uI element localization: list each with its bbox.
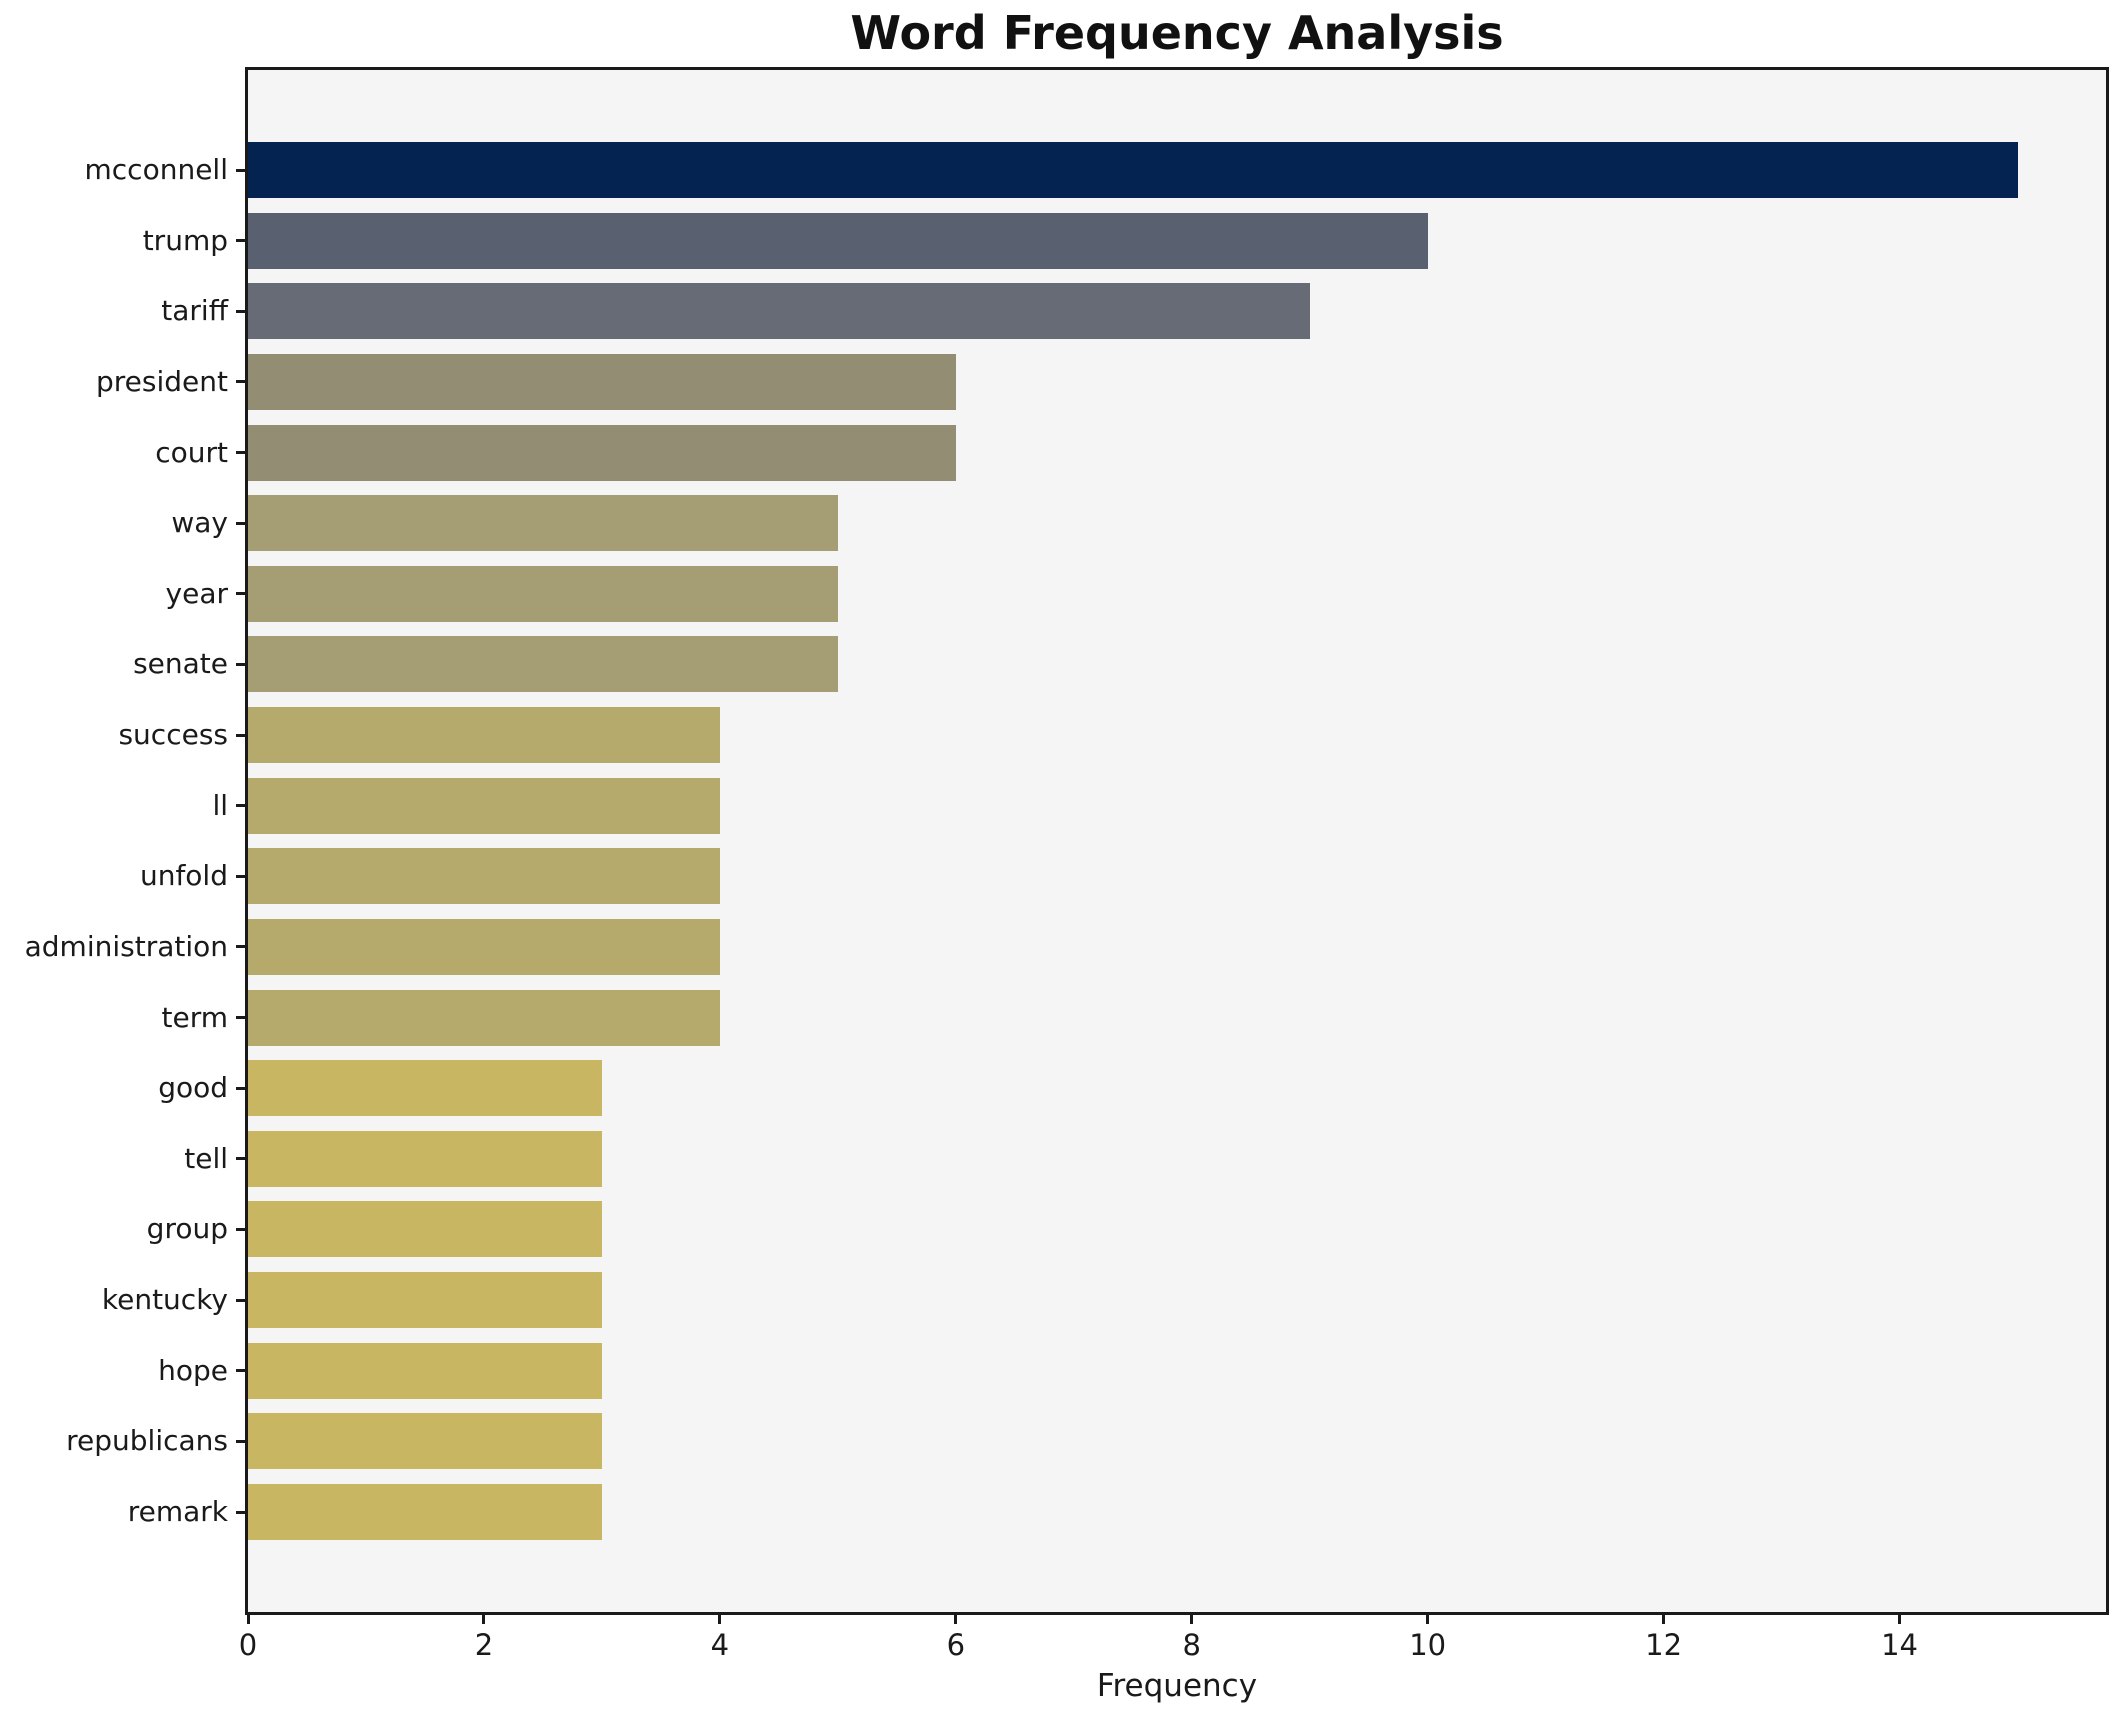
y-axis-label-kentucky: kentucky: [101, 1283, 228, 1317]
y-tick-mark: [236, 1510, 246, 1514]
y-tick-mark: [236, 168, 246, 172]
y-axis-label-court: court: [155, 435, 228, 469]
bar-ll: [248, 777, 720, 834]
y-axis-label-trump: trump: [142, 223, 228, 257]
x-tick-label-2: 2: [474, 1628, 494, 1662]
bar-year: [248, 565, 838, 622]
y-axis-label-republicans: republicans: [66, 1424, 228, 1458]
x-tick-label-8: 8: [1182, 1628, 1201, 1662]
y-tick-mark: [236, 1298, 246, 1302]
x-tick-mark: [482, 1612, 486, 1624]
x-tick-mark: [1662, 1612, 1666, 1624]
y-axis-label-unfold: unfold: [139, 859, 228, 893]
x-tick-mark: [718, 1612, 722, 1624]
bar-way: [248, 495, 838, 552]
y-tick-mark: [236, 1439, 246, 1443]
x-axis-title: Frequency: [1096, 1668, 1258, 1704]
bar-senate: [248, 636, 838, 693]
y-axis-label-hope: hope: [158, 1353, 228, 1387]
y-tick-mark: [236, 1369, 246, 1373]
y-axis-label-senate: senate: [133, 647, 228, 681]
x-tick-mark: [1426, 1612, 1430, 1624]
y-axis-label-way: way: [171, 506, 228, 540]
y-axis-label-success: success: [118, 718, 228, 752]
bar-unfold: [248, 848, 720, 905]
y-tick-mark: [236, 804, 246, 808]
y-tick-mark: [236, 380, 246, 384]
y-tick-mark: [236, 662, 246, 666]
y-tick-mark: [236, 309, 246, 313]
bar-republicans: [248, 1413, 602, 1470]
y-axis-label-group: group: [146, 1212, 228, 1246]
y-axis-label-tell: tell: [184, 1141, 228, 1175]
y-axis-label-ll: ll: [212, 788, 228, 822]
y-tick-mark: [236, 1227, 246, 1231]
y-axis-label-administration: administration: [24, 929, 228, 963]
x-tick-mark: [246, 1612, 250, 1624]
bar-group: [248, 1201, 602, 1258]
x-tick-mark: [954, 1612, 958, 1624]
bar-tariff: [248, 283, 1310, 340]
y-tick-mark: [236, 521, 246, 525]
bar-hope: [248, 1342, 602, 1399]
bar-trump: [248, 212, 1428, 269]
y-tick-mark: [236, 945, 246, 949]
y-tick-mark: [236, 451, 246, 455]
y-tick-mark: [236, 1086, 246, 1090]
y-axis-label-remark: remark: [127, 1495, 228, 1528]
y-axis-label-mcconnell: mcconnell: [84, 153, 228, 186]
x-tick-mark: [1898, 1612, 1902, 1624]
y-tick-mark: [236, 239, 246, 243]
bar-administration: [248, 918, 720, 975]
bar-remark: [248, 1484, 602, 1540]
x-tick-label-6: 6: [946, 1628, 966, 1662]
y-axis-label-good: good: [158, 1071, 228, 1105]
y-axis-label-year: year: [165, 576, 228, 610]
bar-term: [248, 989, 720, 1046]
bar-mcconnell: [248, 142, 2018, 198]
y-tick-mark: [236, 1016, 246, 1020]
y-axis-label-president: president: [96, 364, 228, 398]
bar-court: [248, 424, 956, 481]
chart-title: Word Frequency Analysis: [850, 6, 1504, 60]
y-tick-mark: [236, 874, 246, 878]
bar-kentucky: [248, 1272, 602, 1329]
x-tick-mark: [1190, 1612, 1194, 1624]
plot-area: [245, 67, 2109, 1615]
x-tick-label-0: 0: [238, 1628, 258, 1662]
x-tick-label-12: 12: [1645, 1628, 1683, 1662]
y-axis-label-tariff: tariff: [161, 294, 228, 328]
x-tick-label-10: 10: [1409, 1628, 1447, 1662]
bar-good: [248, 1060, 602, 1117]
bar-president: [248, 353, 956, 410]
y-tick-mark: [236, 733, 246, 737]
y-axis-label-term: term: [161, 1000, 229, 1034]
x-tick-label-4: 4: [710, 1628, 730, 1662]
bar-success: [248, 707, 720, 764]
bar-tell: [248, 1130, 602, 1187]
y-tick-mark: [236, 1157, 246, 1161]
y-tick-mark: [236, 592, 246, 596]
x-tick-label-14: 14: [1881, 1628, 1918, 1662]
